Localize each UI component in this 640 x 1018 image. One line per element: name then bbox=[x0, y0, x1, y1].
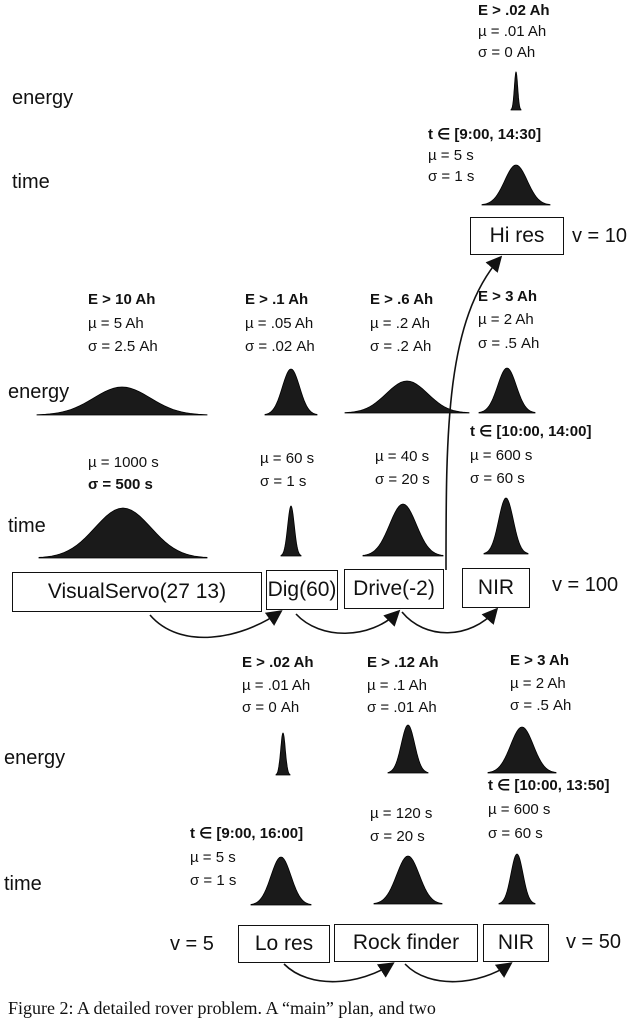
hires-action-box: Hi res bbox=[470, 217, 564, 255]
drive-action-box: Drive(-2) bbox=[344, 569, 444, 609]
nir2-time-mu: µ = 600 s bbox=[488, 801, 551, 818]
dig-energy-curve bbox=[264, 368, 318, 416]
dig-time-mu: µ = 60 s bbox=[260, 450, 315, 467]
visualservo-energy-sigma: σ = 2.5 Ah bbox=[88, 338, 158, 355]
rockfinder-time-curve bbox=[373, 855, 443, 905]
arrow-visualservo-to-dig bbox=[149, 610, 283, 639]
drive-energy-cond: E > .6 Ah bbox=[370, 291, 434, 308]
hires-time-cond: t ∈ [9:00, 14:30] bbox=[428, 126, 542, 143]
lores-time-cond: t ∈ [9:00, 16:00] bbox=[190, 825, 304, 842]
nir-time-sigma: σ = 60 s bbox=[470, 470, 525, 487]
visualservo-time-curve bbox=[38, 507, 208, 559]
drive-time-mu: µ = 40 s bbox=[375, 448, 430, 465]
dig-time-sigma: σ = 1 s bbox=[260, 473, 307, 490]
hires-energy-cond: E > .02 Ah bbox=[478, 2, 550, 19]
nir2-time-cond: t ∈ [10:00, 13:50] bbox=[488, 777, 610, 794]
bottom-energy-label: energy bbox=[4, 747, 66, 769]
rockfinder-energy-curve bbox=[387, 724, 429, 774]
figure-caption: Figure 2: A detailed rover problem. A “m… bbox=[8, 998, 436, 1018]
nir2-energy-cond: E > 3 Ah bbox=[510, 652, 570, 669]
main-time-label: time bbox=[8, 515, 46, 537]
dig-time-curve bbox=[280, 505, 302, 557]
rockfinder-action-box: Rock finder bbox=[334, 924, 478, 962]
rockfinder-time-sigma: σ = 20 s bbox=[370, 828, 425, 845]
nir2-time-curve bbox=[498, 853, 536, 905]
lores-energy-sigma: σ = 0 Ah bbox=[242, 699, 300, 716]
lores-action-box: Lo res bbox=[238, 925, 330, 963]
nir-time-curve bbox=[483, 497, 529, 555]
nir-time-cond: t ∈ [10:00, 14:00] bbox=[470, 423, 592, 440]
main-energy-label: energy bbox=[8, 381, 70, 403]
visualservo-energy-curve bbox=[36, 386, 208, 416]
nir-action-box: NIR bbox=[462, 568, 530, 608]
arrow-lores-to-rockfinder bbox=[283, 962, 395, 983]
visualservo-time-mu: µ = 1000 s bbox=[88, 454, 159, 471]
lores-time-mu: µ = 5 s bbox=[190, 849, 236, 866]
lores-energy-cond: E > .02 Ah bbox=[242, 654, 314, 671]
dig-energy-cond: E > .1 Ah bbox=[245, 291, 309, 308]
rockfinder-energy-cond: E > .12 Ah bbox=[367, 654, 439, 671]
nir2-energy-curve bbox=[487, 726, 557, 774]
arrow-drive-to-hires bbox=[445, 255, 503, 571]
visualservo-energy-cond: E > 10 Ah bbox=[88, 291, 156, 308]
nir-energy-cond: E > 3 Ah bbox=[478, 288, 538, 305]
rockfinder-energy-sigma: σ = .01 Ah bbox=[367, 699, 437, 716]
bottom-time-label: time bbox=[4, 873, 42, 895]
hires-energy-curve bbox=[510, 71, 522, 111]
bottom-value-left: v = 5 bbox=[170, 933, 214, 955]
visualservo-action-box: VisualServo(27 13) bbox=[12, 572, 262, 612]
nir-energy-sigma: σ = .5 Ah bbox=[478, 335, 540, 352]
main-value: v = 100 bbox=[552, 574, 619, 596]
drive-time-sigma: σ = 20 s bbox=[375, 471, 430, 488]
arrow-drive-to-nir bbox=[401, 607, 499, 634]
bottom-value-right: v = 50 bbox=[566, 931, 622, 953]
rockfinder-time-mu: µ = 120 s bbox=[370, 805, 433, 822]
nir2-energy-sigma: σ = .5 Ah bbox=[510, 697, 572, 714]
nir2-action-box: NIR bbox=[483, 924, 549, 962]
nir2-energy-mu: µ = 2 Ah bbox=[510, 675, 566, 692]
visualservo-energy-mu: µ = 5 Ah bbox=[88, 315, 144, 332]
nir-energy-mu: µ = 2 Ah bbox=[478, 311, 534, 328]
hires-time-mu: µ = 5 s bbox=[428, 147, 474, 164]
arrow-dig-to-drive bbox=[295, 609, 401, 635]
lores-time-sigma: σ = 1 s bbox=[190, 872, 237, 889]
nir-energy-curve bbox=[478, 367, 536, 414]
drive-time-curve bbox=[362, 503, 444, 557]
hires-time-sigma: σ = 1 s bbox=[428, 168, 475, 185]
dig-action-box: Dig(60) bbox=[266, 570, 338, 610]
hires-time-curve bbox=[481, 164, 551, 206]
hires-energy-mu: µ = .01 Ah bbox=[478, 23, 547, 40]
hires-value: v = 10 bbox=[572, 225, 628, 247]
dig-energy-sigma: σ = .02 Ah bbox=[245, 338, 315, 355]
top-energy-label: energy bbox=[12, 87, 74, 109]
drive-energy-mu: µ = .2 Ah bbox=[370, 315, 430, 332]
drive-energy-curve bbox=[344, 380, 470, 414]
lores-time-curve bbox=[250, 856, 312, 906]
lores-energy-curve bbox=[275, 732, 291, 776]
visualservo-time-sigma: σ = 500 s bbox=[88, 476, 153, 493]
dig-energy-mu: µ = .05 Ah bbox=[245, 315, 314, 332]
lores-energy-mu: µ = .01 Ah bbox=[242, 677, 311, 694]
nir-time-mu: µ = 600 s bbox=[470, 447, 533, 464]
drive-energy-sigma: σ = .2 Ah bbox=[370, 338, 432, 355]
rockfinder-energy-mu: µ = .1 Ah bbox=[367, 677, 427, 694]
arrow-rockfinder-to-nir bbox=[404, 962, 513, 983]
hires-energy-sigma: σ = 0 Ah bbox=[478, 44, 536, 61]
nir2-time-sigma: σ = 60 s bbox=[488, 825, 543, 842]
top-time-label: time bbox=[12, 171, 50, 193]
